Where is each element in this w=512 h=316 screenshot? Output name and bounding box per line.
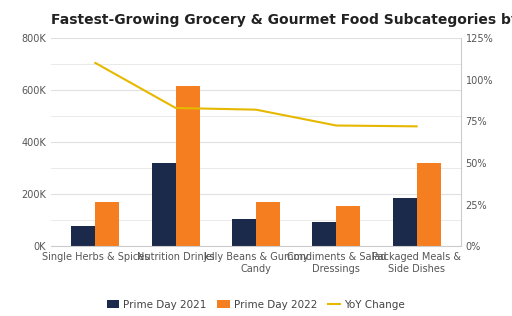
- Bar: [312, 222, 336, 246]
- Legend: Prime Day 2021, Prime Day 2022, YoY Change: Prime Day 2021, Prime Day 2022, YoY Chan…: [103, 296, 409, 314]
- Bar: [417, 163, 441, 246]
- YoY Change: [333, 124, 339, 127]
- Bar: [95, 202, 119, 246]
- Bar: [152, 163, 176, 246]
- Bar: [232, 219, 256, 246]
- YoY Change: [92, 61, 98, 65]
- Bar: [256, 202, 280, 246]
- Bar: [393, 198, 417, 246]
- Bar: [336, 206, 360, 246]
- Bar: [71, 226, 95, 246]
- YoY Change: [253, 108, 259, 112]
- YoY Change: [173, 106, 179, 110]
- Bar: [176, 86, 200, 246]
- Text: Fastest-Growing Grocery & Gourmet Food Subcategories by Units Sold: Fastest-Growing Grocery & Gourmet Food S…: [51, 13, 512, 27]
- YoY Change: [414, 125, 420, 128]
- Line: YoY Change: YoY Change: [95, 63, 417, 126]
